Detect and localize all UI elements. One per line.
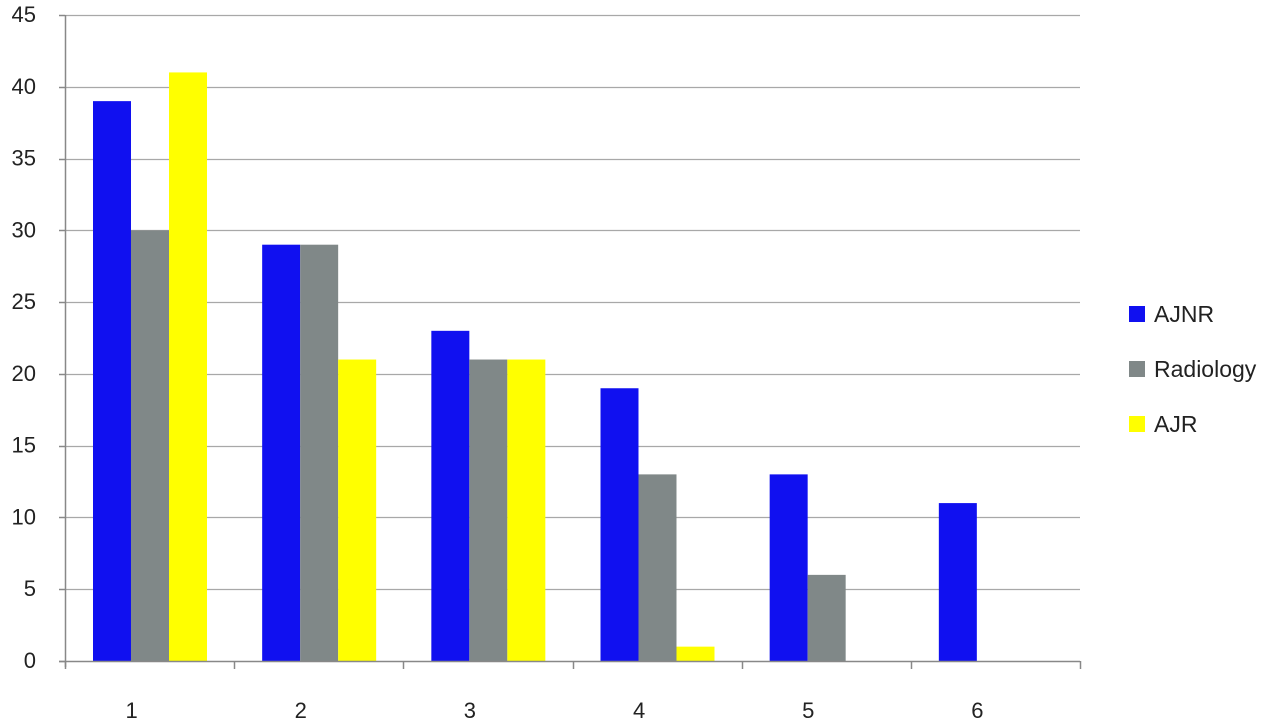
bar-ajr-4 (676, 646, 715, 661)
legend-label-ajr: AJR (1154, 411, 1197, 437)
legend-swatch-ajnr (1129, 306, 1145, 322)
bars (93, 72, 977, 662)
bar-ajnr-3 (431, 330, 470, 661)
legend-swatch-ajr (1129, 416, 1145, 432)
y-tick-label-40: 40 (12, 74, 36, 99)
y-tick-label-25: 25 (12, 289, 36, 314)
axes (59, 14, 1082, 669)
bar-ajnr-4 (600, 388, 639, 661)
legend-label-ajnr: AJNR (1154, 301, 1214, 327)
x-tick-label-4: 4 (633, 698, 645, 723)
legend-swatch-radiology (1129, 361, 1145, 377)
y-tick-label-20: 20 (12, 361, 36, 386)
x-tick-label-1: 1 (125, 698, 137, 723)
y-tick-label-5: 5 (24, 576, 36, 601)
bar-ajnr-1 (93, 101, 131, 662)
x-tick-label-2: 2 (295, 698, 307, 723)
bar-ajnr-2 (262, 244, 301, 661)
y-tick-label-0: 0 (24, 648, 36, 673)
gridlines (65, 14, 1080, 591)
bar-radiology-5 (807, 574, 846, 661)
bar-ajr-1 (169, 72, 207, 661)
y-tick-label-35: 35 (12, 146, 36, 171)
y-axis-tick-labels: 0 5 10 15 20 25 30 35 40 45 (12, 2, 36, 673)
bar-ajr-3 (507, 359, 546, 661)
legend-label-radiology: Radiology (1154, 356, 1257, 382)
bar-ajnr-5 (769, 474, 808, 661)
y-tick-label-30: 30 (12, 217, 36, 242)
legend: AJNR Radiology AJR (1129, 301, 1257, 437)
bar-radiology-3 (469, 359, 508, 661)
x-tick-label-5: 5 (802, 698, 814, 723)
y-tick-label-45: 45 (12, 2, 36, 27)
x-axis-tick-labels: 1 2 3 4 5 6 (125, 698, 983, 723)
bar-ajnr-6 (938, 503, 977, 661)
bar-radiology-1 (131, 230, 169, 662)
bar-radiology-2 (300, 244, 339, 661)
y-tick-label-15: 15 (12, 433, 36, 458)
bar-ajr-2 (338, 359, 377, 661)
x-tick-label-6: 6 (971, 698, 983, 723)
bar-radiology-4 (638, 474, 677, 661)
y-tick-label-10: 10 (12, 504, 36, 529)
x-tick-label-3: 3 (464, 698, 476, 723)
